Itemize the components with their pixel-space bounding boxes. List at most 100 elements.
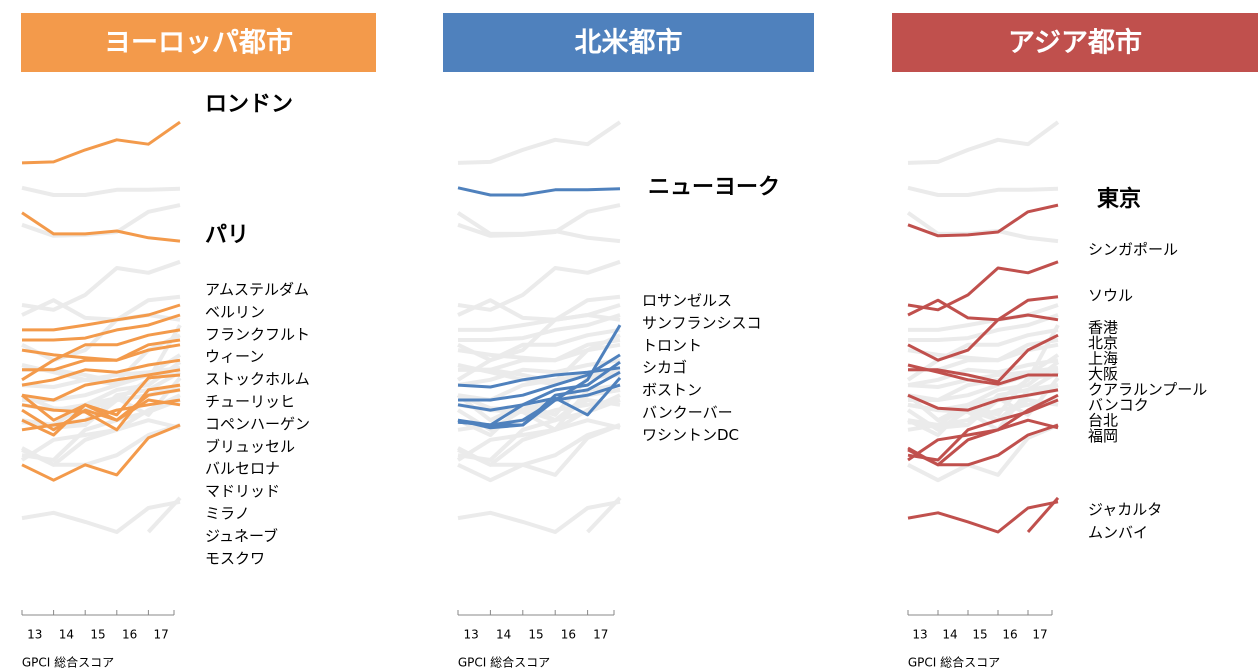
- city-label: シンガポール: [1088, 241, 1178, 259]
- city-label: アムステルダム: [205, 281, 309, 299]
- city-label: 台北: [1088, 412, 1118, 430]
- city-line: [22, 303, 181, 332]
- x-tick-label: 17: [593, 628, 608, 642]
- background-line: [457, 203, 621, 238]
- city-line: [21, 383, 181, 432]
- background-line: [20, 418, 181, 462]
- city-label: バンコク: [1088, 396, 1149, 414]
- city-label: 上海: [1088, 350, 1118, 368]
- city-label: ロサンゼルス: [642, 292, 732, 310]
- x-tick-label: 16: [122, 628, 137, 642]
- x-tick-label: 13: [464, 628, 479, 642]
- x-tick-label: 14: [496, 628, 511, 642]
- city-label: ジュネーブ: [205, 527, 278, 545]
- city-line: [21, 423, 181, 482]
- background-line: [146, 496, 182, 534]
- city-label: ミラノ: [205, 505, 250, 523]
- city-label: ロンドン: [205, 92, 293, 117]
- city-label: 北京: [1088, 334, 1118, 352]
- background-line: [457, 120, 622, 165]
- x-tick-label: 15: [90, 628, 105, 642]
- background-line: [907, 120, 1060, 165]
- background-line: [457, 423, 621, 483]
- city-label: バルセロナ: [205, 460, 280, 478]
- background-line: [21, 423, 181, 467]
- city-label: マドリッド: [205, 482, 280, 500]
- background-line: [907, 185, 1059, 197]
- background-line: [457, 423, 621, 467]
- city-line: [21, 373, 181, 422]
- city-line: [907, 363, 1058, 386]
- city-label: トロント: [642, 336, 702, 354]
- city-label: パリ: [205, 223, 249, 248]
- city-label: クアラルンプール: [1088, 381, 1207, 399]
- panel-title: ヨーロッパ都市: [104, 27, 293, 59]
- background-line: [457, 259, 621, 312]
- city-line: [907, 203, 1059, 238]
- background-line: [457, 294, 621, 322]
- city-label: チューリッヒ: [205, 393, 295, 411]
- background-line: [907, 360, 1060, 413]
- city-label: ボストン: [642, 381, 702, 399]
- background-line: [456, 327, 621, 382]
- city-line: [21, 211, 181, 243]
- city-line: [457, 376, 622, 427]
- city-line: [21, 120, 181, 165]
- city-line: [907, 295, 1059, 322]
- background-line: [907, 423, 1059, 483]
- header-bar: [443, 13, 814, 72]
- city-label: サンフランシスコ: [642, 314, 762, 332]
- background-line: [21, 259, 181, 312]
- background-line: [586, 496, 622, 534]
- city-label: ジャカルタ: [1088, 501, 1162, 519]
- background-line: [21, 499, 181, 534]
- city-line: [907, 398, 1059, 462]
- background-line: [908, 303, 1059, 332]
- background-line: [906, 211, 1059, 244]
- city-label: バンクーバー: [642, 404, 733, 422]
- x-tick-label: 15: [972, 628, 987, 642]
- city-label: ブリュッセル: [205, 437, 295, 455]
- city-line: [457, 360, 621, 412]
- city-label: ソウル: [1088, 287, 1133, 305]
- city-line: [21, 358, 181, 387]
- background-line: [458, 303, 621, 332]
- city-label: コペンハーゲン: [205, 415, 310, 433]
- city-line: [907, 500, 1059, 534]
- x-tick-label: 14: [59, 628, 74, 642]
- city-label: 福岡: [1088, 427, 1118, 445]
- city-line: [22, 343, 181, 372]
- panel-title: 北米都市: [575, 27, 683, 59]
- background-line: [456, 211, 621, 244]
- city-line: [21, 398, 181, 432]
- x-axis-label: GPCI 総合スコア: [458, 655, 550, 670]
- city-line: [22, 313, 181, 342]
- x-axis-label: GPCI 総合スコア: [908, 655, 1000, 670]
- city-line: [907, 423, 1059, 467]
- background-line: [21, 398, 181, 462]
- city-line: [907, 418, 1059, 462]
- background-line: [457, 313, 621, 363]
- city-label: ベルリン: [205, 303, 265, 321]
- city-label: モスクワ: [205, 549, 265, 567]
- x-tick-label: 13: [912, 628, 927, 642]
- x-tick-label: 13: [27, 628, 42, 642]
- city-label: フランクフルト: [205, 325, 310, 343]
- x-tick-label: 15: [528, 628, 543, 642]
- city-line: [457, 186, 621, 197]
- background-line: [456, 418, 621, 462]
- background-line: [457, 358, 621, 388]
- city-line: [907, 388, 1059, 412]
- city-label: ウィーン: [205, 348, 264, 366]
- x-tick-label: 14: [942, 628, 957, 642]
- city-label: ムンバイ: [1088, 524, 1148, 542]
- background-line: [21, 185, 181, 197]
- city-label: 香港: [1088, 319, 1118, 337]
- city-label: シカゴ: [642, 359, 687, 377]
- background-line: [908, 353, 1060, 402]
- header-bar: [21, 13, 376, 72]
- city-line: [1026, 496, 1060, 533]
- city-label: ストックホルム: [205, 370, 310, 388]
- city-label: ワシントンDC: [642, 426, 739, 444]
